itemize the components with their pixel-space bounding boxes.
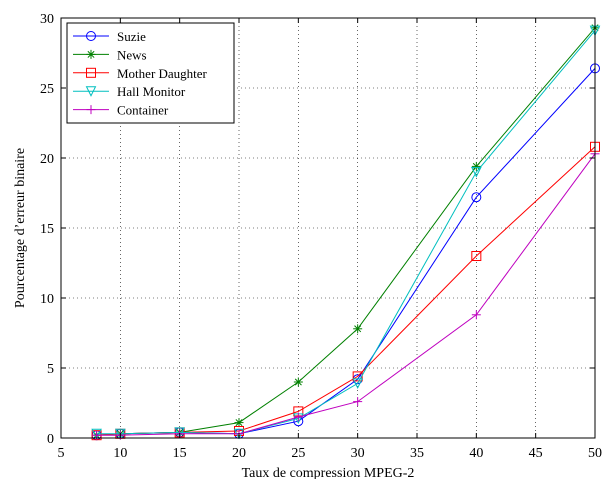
legend-item-container: Container <box>73 103 169 118</box>
legend-label: News <box>117 47 147 62</box>
y-tick-label: 25 <box>40 82 54 97</box>
data-point-news-shape <box>354 325 362 333</box>
data-point-news <box>234 418 244 428</box>
data-point-mother-daughter <box>471 251 482 261</box>
grid <box>61 18 595 438</box>
y-tick-label: 10 <box>40 292 54 307</box>
data-point-hall-monitor <box>471 167 482 178</box>
data-point-hall-monitor-shape <box>115 428 126 440</box>
x-tick-label: 10 <box>113 446 127 461</box>
data-point-hall-monitor <box>174 427 185 439</box>
y-tick-label: 0 <box>47 432 54 447</box>
data-point-hall-monitor-shape <box>91 428 102 440</box>
series-line-hall-monitor <box>96 30 596 435</box>
legend-marker <box>85 86 97 97</box>
legend-label: Hall Monitor <box>117 84 186 99</box>
data-point-news-shape <box>294 378 302 386</box>
series-mother-daughter <box>91 141 600 441</box>
legend-item-suzie: Suzie <box>73 29 146 44</box>
legend-marker <box>86 49 96 59</box>
data-point-hall-monitor-shape <box>174 427 185 439</box>
legend-label: Container <box>117 103 169 118</box>
data-point-hall-monitor <box>115 428 126 440</box>
data-point-container <box>353 397 363 407</box>
y-tick-label: 30 <box>40 12 54 27</box>
x-tick-label: 35 <box>410 446 424 461</box>
data-point-news <box>353 324 363 334</box>
y-tick-label: 15 <box>40 222 54 237</box>
series-container <box>92 149 600 440</box>
data-point-suzie-shape <box>471 192 482 203</box>
data-point-news <box>471 161 481 171</box>
data-point-hall-monitor-shape <box>471 167 482 178</box>
series-line-mother-daughter <box>96 146 596 436</box>
y-tick-label: 5 <box>47 362 54 377</box>
data-point-mother-daughter-shape <box>471 251 482 261</box>
legend-marker-shape <box>87 50 95 58</box>
series-line-container <box>96 153 596 436</box>
legend-label: Suzie <box>117 29 146 44</box>
data-point-news <box>293 377 303 387</box>
legend-label: Mother Daughter <box>117 66 208 81</box>
x-tick-label: 30 <box>351 446 365 461</box>
data-point-news-shape <box>235 419 243 427</box>
x-tick-label: 40 <box>469 446 483 461</box>
x-tick-label: 20 <box>232 446 246 461</box>
data-point-hall-monitor-shape <box>352 378 363 390</box>
x-tick-label: 45 <box>529 446 543 461</box>
series-layer <box>91 23 601 441</box>
data-point-container <box>471 310 481 320</box>
x-tick-label: 5 <box>58 446 65 461</box>
data-point-hall-monitor <box>91 428 102 440</box>
legend-marker <box>86 31 96 41</box>
legend: Suzie News Mother Daughter Hall Monitor Cont… <box>66 22 235 124</box>
legend-marker <box>86 105 96 115</box>
data-point-hall-monitor <box>352 378 363 390</box>
data-point-news-shape <box>472 162 480 170</box>
legend-item-news: News <box>73 47 147 62</box>
y-axis-title: Pourcentage d’erreur binaire <box>13 148 28 308</box>
x-tick-label: 15 <box>173 446 187 461</box>
y-tick-label: 20 <box>40 152 54 167</box>
x-tick-label: 50 <box>588 446 602 461</box>
data-point-suzie <box>471 192 482 203</box>
x-tick-label: 25 <box>291 446 305 461</box>
legend-item-hall-monitor: Hall Monitor <box>73 84 186 99</box>
legend-marker-shape <box>85 86 97 97</box>
data-point-container <box>293 412 303 422</box>
legend-marker-shape <box>86 67 96 78</box>
legend-marker-shape <box>86 31 96 41</box>
legend-item-mother-daughter: Mother Daughter <box>73 66 208 81</box>
legend-marker <box>86 67 96 78</box>
x-axis-title: Taux de compression MPEG-2 <box>242 466 415 479</box>
